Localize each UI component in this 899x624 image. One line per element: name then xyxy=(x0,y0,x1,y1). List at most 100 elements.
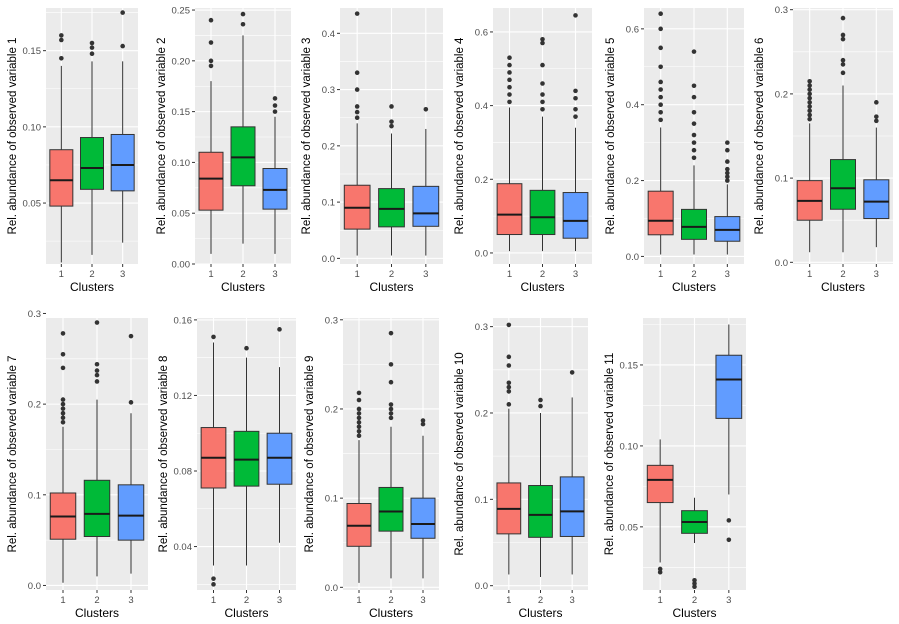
box-cluster-2 xyxy=(529,189,556,236)
outlier-point xyxy=(506,402,512,407)
y-tick-label: 0.05 xyxy=(620,522,639,533)
x-tick-label: 2 xyxy=(692,595,697,606)
outlier-point xyxy=(658,109,663,115)
outlier-point xyxy=(208,58,214,64)
outlier-point xyxy=(389,119,394,124)
box-cluster-3 xyxy=(562,192,589,239)
y-tick-label: 0.4 xyxy=(626,100,639,111)
outlier-point xyxy=(60,410,66,416)
outlier-point xyxy=(356,390,362,396)
chart-panel-1: 0.05 0.10 0.15 1 2 3 Clusters Rel. abundance of… xyxy=(7,8,138,294)
outlier-point xyxy=(691,155,697,161)
chart-panel-6: 0.0 0.1 0.2 0.3 1 2 3 Clusters Rel. abundance of… xyxy=(754,5,893,294)
outlier-point xyxy=(272,103,278,108)
outlier-point xyxy=(658,11,663,16)
outlier-point xyxy=(94,368,100,373)
y-tick-label: 0.0 xyxy=(775,258,788,269)
outlier-point xyxy=(211,334,216,340)
outlier-point xyxy=(540,81,545,86)
y-tick-label: 0.04 xyxy=(174,542,193,553)
y-tick-label: 0.15 xyxy=(620,360,639,371)
box-cluster-1 xyxy=(496,183,523,236)
outlier-point xyxy=(573,114,578,119)
y-axis-title: Rel. abundance of observed variable 2 xyxy=(156,38,168,235)
outlier-point xyxy=(573,13,578,18)
outlier-point xyxy=(691,49,697,54)
y-tick-label: 0.1 xyxy=(325,494,338,505)
x-tick-label: 3 xyxy=(423,269,428,280)
outlier-point xyxy=(128,333,134,339)
outlier-point xyxy=(208,63,214,69)
y-axis-title: Rel. abundance of observed variable 9 xyxy=(304,356,316,553)
outlier-point xyxy=(840,32,846,38)
chart-panel-3: 0.0 0.1 0.2 0.3 0.4 1 2 3 Clusters Rel. abundance… xyxy=(301,8,443,294)
y-axis-title: Rel. abundance of observed variable 1 xyxy=(7,38,19,235)
outlier-point xyxy=(60,415,66,421)
box-cluster-2 xyxy=(830,159,856,210)
box-cluster-1 xyxy=(647,190,674,236)
x-axis-title: Clusters xyxy=(672,606,716,620)
outlier-point xyxy=(60,419,66,425)
y-tick-label: 0.16 xyxy=(174,315,193,326)
outlier-point xyxy=(725,166,730,172)
outlier-point xyxy=(874,114,879,119)
outlier-point xyxy=(725,170,730,176)
y-tick-label: 0.2 xyxy=(475,175,488,186)
box-cluster-2 xyxy=(80,137,104,190)
outlier-point xyxy=(356,420,362,425)
outlier-point xyxy=(59,37,64,43)
y-tick-label: 0.0 xyxy=(626,252,639,263)
x-tick-label: 3 xyxy=(120,269,125,280)
x-tick-label: 1 xyxy=(355,269,360,280)
outlier-point xyxy=(272,96,278,101)
outlier-point xyxy=(388,411,394,416)
y-tick-label: 0.1 xyxy=(475,495,488,506)
box-cluster-2 xyxy=(681,208,707,240)
outlier-point xyxy=(354,70,360,76)
y-tick-label: 0.12 xyxy=(174,391,193,402)
outlier-point xyxy=(874,100,879,105)
x-axis-title: Clusters xyxy=(221,280,265,294)
outlier-point xyxy=(507,62,512,68)
outlier-point xyxy=(692,581,697,586)
outlier-point xyxy=(244,345,249,351)
y-axis-title: Rel. abundance of observed variable 7 xyxy=(7,356,19,553)
outlier-point xyxy=(354,109,360,115)
outlier-point xyxy=(657,569,663,575)
x-tick-label: 2 xyxy=(94,595,99,606)
box-cluster-2 xyxy=(528,485,553,538)
y-axis-title: Rel. abundance of observed variable 3 xyxy=(301,38,313,235)
y-axis-title: Rel. abundance of observed variable 11 xyxy=(604,353,616,555)
outlier-point xyxy=(692,584,697,590)
outlier-point xyxy=(840,36,846,42)
outlier-point xyxy=(573,88,578,94)
outlier-point xyxy=(211,582,216,587)
outlier-point xyxy=(389,123,394,129)
outlier-point xyxy=(506,322,512,328)
chart-panel-11: 0.05 0.10 0.15 1 2 3 Clusters Rel. abundance of… xyxy=(604,318,746,620)
y-tick-label: 0.0 xyxy=(325,583,338,594)
outlier-point xyxy=(540,99,545,105)
chart-panel-2: 0.00 0.05 0.10 0.15 0.20 0.25 1 2 3 Clusters Rel. … xyxy=(156,6,291,294)
outlier-point xyxy=(240,11,246,17)
y-axis-title: Rel. abundance of observed variable 6 xyxy=(754,38,766,235)
outlier-point xyxy=(89,45,95,50)
outlier-point xyxy=(277,327,282,332)
outlier-point xyxy=(120,10,125,15)
x-tick-label: 2 xyxy=(538,595,543,606)
x-tick-label: 2 xyxy=(244,595,249,606)
outlier-point xyxy=(388,402,394,407)
x-tick-label: 2 xyxy=(240,269,245,280)
x-axis-title: Clusters xyxy=(369,606,413,620)
y-tick-label: 0.6 xyxy=(475,27,488,38)
y-tick-label: 0.2 xyxy=(28,400,41,411)
x-axis-title: Clusters xyxy=(518,606,562,620)
outlier-point xyxy=(658,102,663,108)
x-tick-label: 1 xyxy=(658,269,663,280)
outlier-point xyxy=(388,415,394,421)
outlier-point xyxy=(840,57,846,63)
y-tick-label: 0.0 xyxy=(28,581,41,592)
outlier-point xyxy=(354,87,360,92)
outlier-point xyxy=(507,92,512,97)
